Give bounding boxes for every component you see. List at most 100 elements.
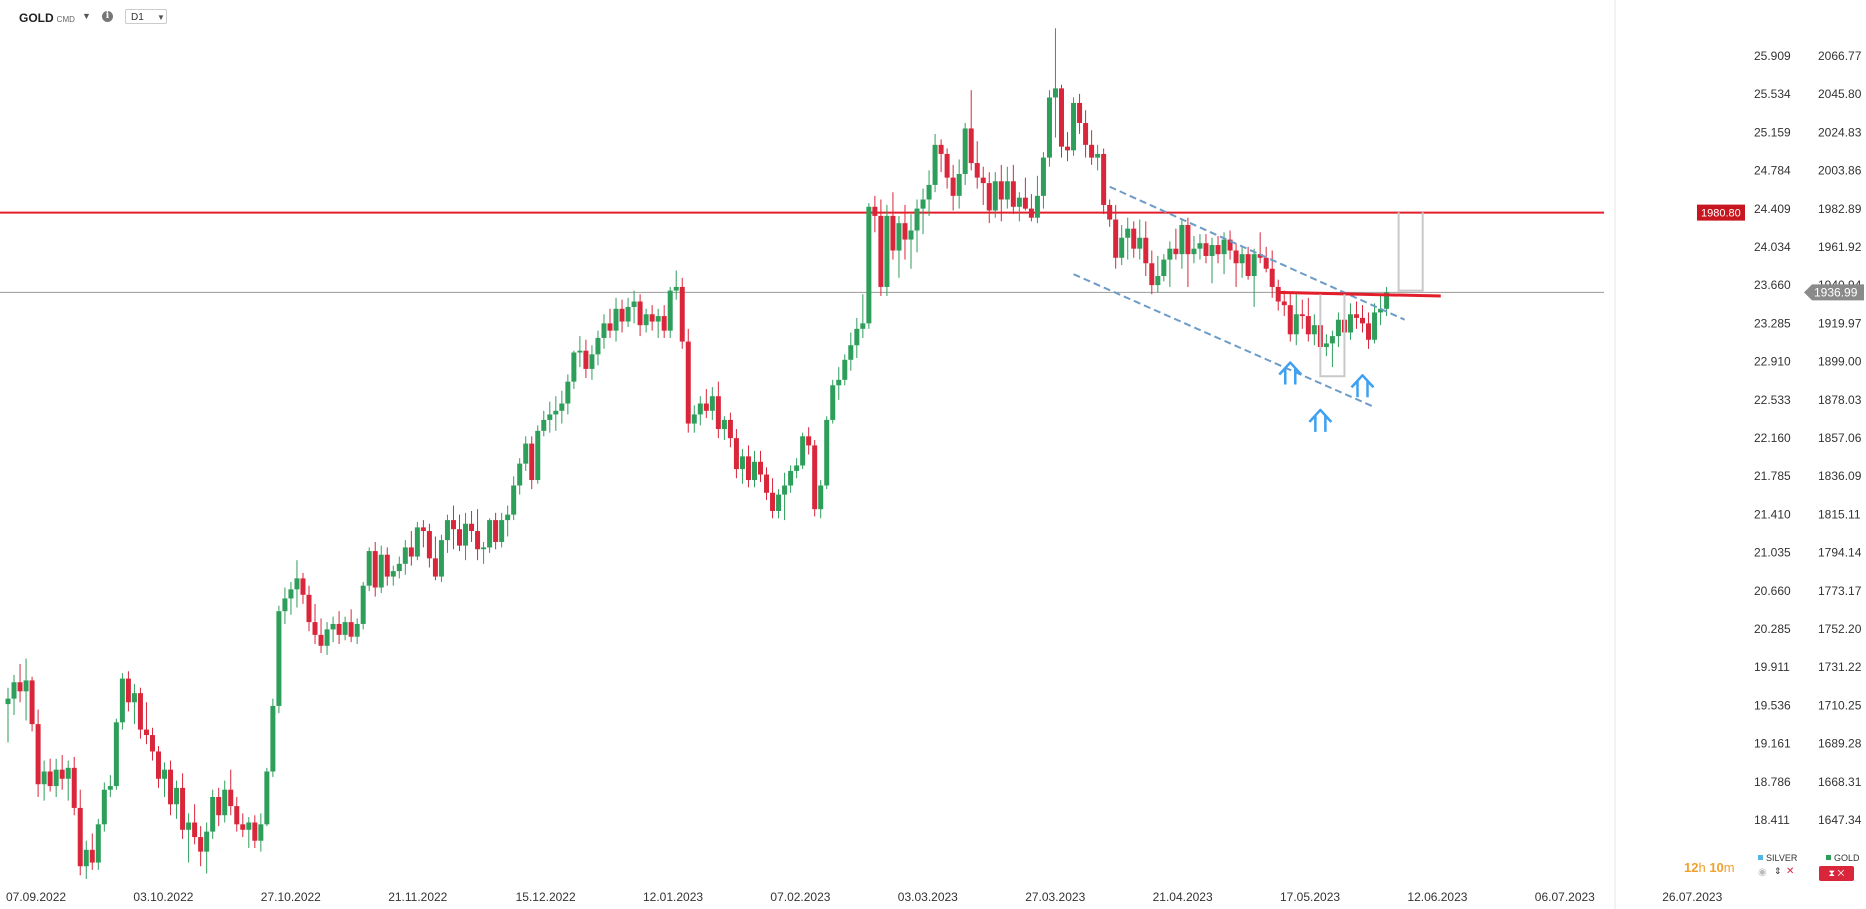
close-icon[interactable]: ✕ [1837, 868, 1845, 878]
eye-icon[interactable]: ◉ [1758, 867, 1767, 878]
candle-up [438, 540, 444, 577]
candle-up [324, 629, 330, 646]
candle-down [529, 443, 535, 481]
candle-down [180, 787, 186, 830]
candle-down [475, 531, 481, 550]
candle-up [1347, 314, 1353, 333]
candle-up [1323, 343, 1329, 348]
gold-swatch [1826, 855, 1831, 860]
right-axis-label: 1899.00 [1818, 355, 1862, 369]
candle-down [1227, 239, 1233, 251]
right-axis-label: 2024.83 [1818, 125, 1862, 139]
x-axis-label: 07.09.2022 [6, 890, 66, 904]
candle-down [234, 806, 240, 825]
caret-down-icon[interactable]: ▼ [82, 11, 91, 21]
candle-down [1275, 286, 1281, 302]
candle-down [1059, 88, 1064, 147]
measure-box [1397, 212, 1424, 292]
secondary-axis-label: 21.410 [1754, 507, 1791, 521]
candle-up [101, 789, 107, 825]
candle-down [1107, 204, 1113, 220]
x-axis-label: 03.03.2023 [898, 890, 958, 904]
candle-timer: 12h 10m [1684, 860, 1735, 875]
candle-down [1143, 237, 1149, 264]
candle-down [156, 751, 161, 779]
candle-down [89, 849, 95, 863]
candle-down [137, 693, 143, 730]
candle-up [463, 523, 469, 546]
candle-up [613, 308, 619, 331]
updown-arrows-icon[interactable]: ⇕ [1774, 866, 1782, 876]
candle-up [186, 822, 192, 830]
legend-silver[interactable]: SILVER [1758, 853, 1797, 863]
candle-up [444, 520, 450, 541]
candle-up [342, 622, 348, 635]
candle-down [1113, 219, 1119, 258]
candle-down [890, 215, 896, 251]
timer-hours-unit: h [1698, 860, 1706, 875]
right-axis-label: 1794.14 [1818, 546, 1862, 560]
measure-box [1319, 294, 1346, 378]
legend-silver-label: SILVER [1766, 853, 1798, 863]
candle-down [1149, 263, 1155, 286]
legend-gold[interactable]: GOLD [1826, 853, 1860, 863]
candle-up [1034, 195, 1040, 218]
candle-up [1209, 245, 1215, 256]
candle-down [306, 594, 312, 623]
secondary-axis-label: 23.285 [1754, 316, 1791, 330]
candle-up [1167, 248, 1173, 260]
close-icon[interactable]: ✕ [1786, 866, 1795, 877]
candle-up [595, 337, 601, 355]
candle-down [902, 223, 908, 240]
candle-up [131, 693, 137, 703]
secondary-axis-label: 20.285 [1754, 622, 1791, 636]
symbol-selector[interactable]: GOLD CMD [19, 11, 75, 25]
candle-up [204, 831, 210, 852]
right-axis-label: 1647.34 [1818, 813, 1862, 827]
candle-up [1137, 237, 1143, 249]
candle-up [1293, 314, 1299, 335]
candle-down [1233, 250, 1239, 264]
candle-up [294, 578, 300, 590]
candle-down [408, 547, 414, 557]
secondary-axis-label: 22.160 [1754, 431, 1791, 445]
x-axis-label: 26.07.2023 [1662, 890, 1722, 904]
gold-series-controls[interactable]: ⧗ ✕ [1819, 866, 1854, 881]
candle-up [1221, 239, 1227, 255]
timeframe-select[interactable]: D1 ▼ [125, 9, 167, 24]
candle-down [1089, 144, 1095, 158]
candle-up [282, 598, 288, 612]
candle-up [1155, 276, 1161, 286]
candle-down [637, 301, 643, 326]
candle-up [360, 585, 366, 624]
candle-up [1119, 237, 1125, 258]
info-icon[interactable]: i [102, 11, 113, 22]
candle-up [848, 345, 854, 360]
silver-swatch [1758, 855, 1763, 860]
symbol-name: GOLD [19, 11, 54, 25]
candle-down [47, 771, 53, 787]
candle-up [517, 463, 523, 486]
candle-up [523, 443, 529, 464]
candle-up [1378, 308, 1384, 313]
last-price-label: 1936.99 [1814, 285, 1858, 299]
candle-up [264, 771, 270, 825]
candle-up [601, 323, 607, 338]
candle-up [782, 485, 788, 495]
candle-down [300, 578, 306, 595]
x-axis-label: 12.01.2023 [643, 890, 703, 904]
candle-down [986, 183, 992, 211]
candle-down [770, 492, 776, 511]
secondary-axis-label: 20.660 [1754, 584, 1791, 598]
candle-up [107, 786, 113, 790]
candle-down [806, 436, 812, 446]
sliders-icon[interactable]: ⧗ [1828, 868, 1835, 878]
candle-down [1203, 243, 1209, 256]
candle-up [354, 623, 360, 637]
candle-up [818, 485, 824, 510]
x-axis-label: 27.10.2022 [261, 890, 321, 904]
resistance-price-tag [1697, 204, 1745, 221]
secondary-axis-label: 24.409 [1754, 202, 1791, 216]
candle-up [547, 414, 553, 420]
